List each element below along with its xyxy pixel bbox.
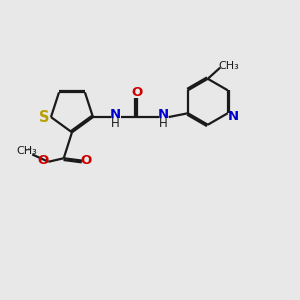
Text: CH₃: CH₃ [218,61,239,71]
Text: N: N [227,110,239,123]
Text: O: O [80,154,92,167]
Text: O: O [131,86,143,99]
Text: methyl: methyl [28,148,33,149]
Text: H: H [111,117,120,130]
Text: N: N [158,108,169,121]
Text: N: N [110,108,121,121]
Text: methyl: methyl [26,150,31,151]
Text: S: S [39,110,50,124]
Text: H: H [159,117,168,130]
Text: CH₃: CH₃ [16,146,37,156]
Text: O: O [38,154,49,167]
